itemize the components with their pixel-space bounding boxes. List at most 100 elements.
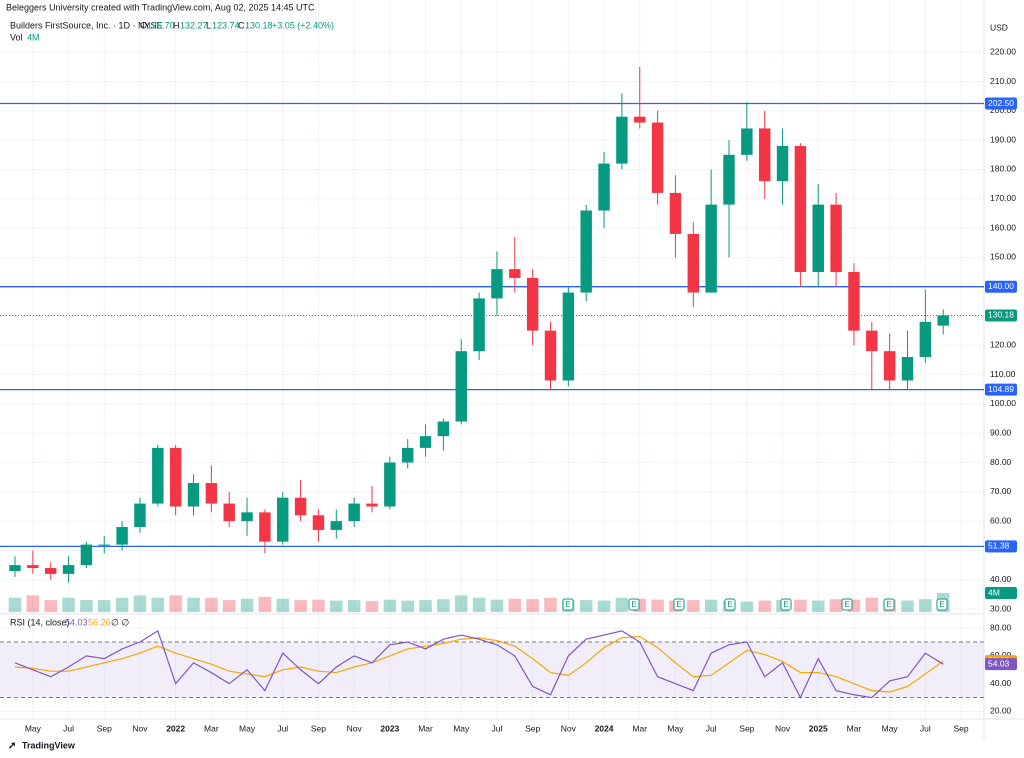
volume-bar [758, 600, 771, 612]
volume-bar [330, 600, 343, 612]
candle-body [330, 521, 343, 530]
candle-body [705, 204, 717, 293]
volume-bar [98, 600, 111, 612]
candle-body [169, 447, 182, 507]
y-tick-label: 210.00 [990, 76, 1016, 86]
volume-bar [812, 600, 825, 612]
candle-body [187, 483, 200, 507]
symbol: Builders FirstSource, Inc. · 1D · NYSE [10, 20, 163, 30]
candle-body [241, 512, 253, 522]
candle-body [830, 204, 842, 273]
volume-bar [919, 599, 932, 612]
volume-bar [401, 600, 414, 612]
rsi-ma-value: 56.26 [88, 617, 111, 627]
y-tick-label: 190.00 [990, 134, 1016, 144]
x-tick-label: May [667, 723, 684, 733]
x-tick-label: Jul [706, 723, 717, 733]
volume-bar [347, 600, 361, 612]
x-tick-label: Jul [920, 723, 931, 733]
y-tick-label: 60.00 [990, 515, 1012, 525]
x-tick-label: Sep [97, 723, 112, 733]
volume-bar [651, 599, 664, 612]
volume-bar [597, 600, 611, 612]
rsi-tick-label: 20.00 [990, 706, 1012, 716]
rsi-value: 54.03 [65, 617, 88, 627]
vol-label: Vol [10, 32, 23, 42]
candle-body [669, 192, 682, 234]
volume-bar [740, 601, 754, 612]
earnings-badge [673, 598, 685, 611]
earnings-label: E [886, 600, 891, 609]
o-label: O [140, 20, 147, 30]
candle-body [848, 272, 860, 331]
volume-bar [80, 600, 93, 612]
candle-body [401, 447, 414, 463]
level-label: 104.89 [988, 384, 1014, 394]
y-tick-label: 200.00 [990, 105, 1016, 115]
candle-body [526, 277, 539, 331]
candle-body [812, 204, 824, 273]
candle-body [384, 462, 396, 507]
earnings-badge [628, 598, 640, 611]
x-tick-label: Sep [525, 723, 540, 733]
candle-body [259, 512, 271, 542]
currency: USD [990, 22, 1008, 32]
volume-bar [8, 597, 22, 612]
candle-body [866, 330, 878, 352]
volume-bar [437, 599, 450, 612]
candle-body [223, 503, 235, 522]
volume-bar [365, 601, 379, 612]
volume-bar [579, 600, 593, 612]
candle-body [277, 497, 289, 542]
volume-bar [115, 597, 129, 612]
volume-bar [276, 598, 289, 612]
volume-bar [829, 599, 843, 612]
candle-body [919, 321, 932, 358]
volume-value-label: 4M [988, 587, 1000, 597]
volume-bar [901, 600, 914, 612]
h-value: 132.27 [180, 20, 208, 30]
candle-body [580, 210, 592, 293]
x-tick-label: Nov [347, 723, 363, 733]
rsi-ma-line [14, 635, 944, 693]
candle-body [616, 116, 628, 164]
x-tick-label: 2025 [809, 723, 828, 733]
x-tick-label: Mar [632, 723, 647, 733]
level-label: 202.50 [988, 98, 1014, 108]
candle-body [312, 515, 325, 530]
x-tick-label: Sep [311, 723, 326, 733]
level-label: 51.38 [988, 541, 1010, 551]
y-tick-label: 150.00 [990, 252, 1016, 262]
volume-bar [687, 600, 700, 612]
level-box [985, 97, 1017, 110]
candle-body [562, 292, 575, 381]
candle-body [776, 146, 789, 182]
candle-body [205, 483, 218, 504]
volume-bar [526, 599, 539, 612]
legend-header: Builders FirstSource, Inc. · 1D · NYSE O… [10, 20, 334, 627]
volume-bar [865, 597, 879, 612]
volume-value-box [985, 587, 1017, 599]
y-tick-label: 100.00 [990, 398, 1016, 408]
candle-body [509, 269, 521, 278]
volume-bar [240, 598, 254, 612]
earnings-badge [780, 598, 792, 611]
y-tick-label: 180.00 [990, 164, 1016, 174]
volume-bar [490, 599, 504, 612]
vol-value: 4M [27, 32, 40, 42]
volume-bar [133, 595, 147, 612]
candle-body [9, 565, 21, 571]
x-tick-label: May [239, 723, 256, 733]
rsi-label: RSI (14, close) [10, 617, 70, 627]
rsi-tick-label: 80.00 [990, 622, 1012, 632]
x-tick-label: Nov [132, 723, 148, 733]
x-tick-label: Sep [953, 723, 968, 733]
volume-bar [544, 597, 557, 612]
earnings-label: E [565, 600, 570, 609]
x-tick-label: Jul [63, 723, 74, 733]
y-tick-label: 40.00 [990, 574, 1012, 584]
candle-body [294, 497, 307, 516]
earnings-label: E [676, 600, 681, 609]
rsi-extra: ∅ ∅ [111, 617, 129, 627]
